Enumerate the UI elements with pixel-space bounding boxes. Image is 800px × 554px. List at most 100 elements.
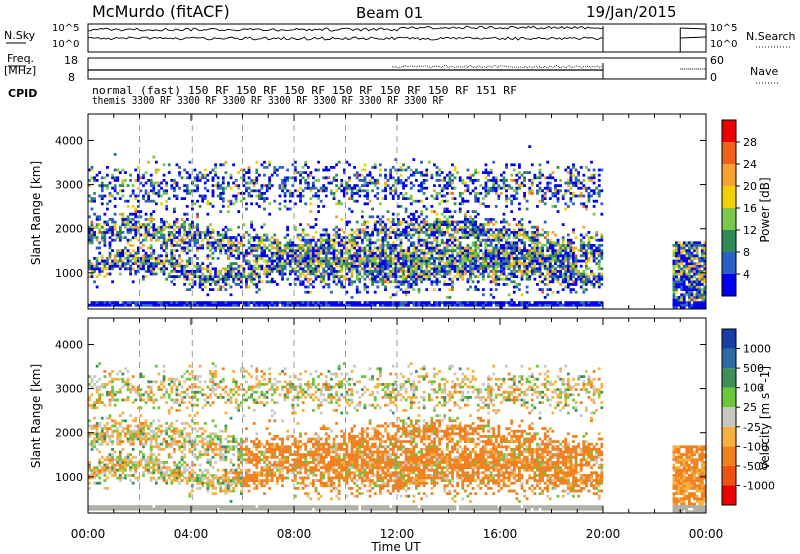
- heatmap-cell: [584, 233, 588, 237]
- heatmap-cell: [121, 184, 125, 187]
- heatmap-cell: [451, 181, 454, 185]
- heatmap-cell: [536, 189, 539, 193]
- heatmap-cell: [263, 244, 266, 247]
- heatmap-cell: [353, 192, 357, 195]
- heatmap-cell: [373, 251, 377, 255]
- heatmap-cell: [399, 275, 403, 278]
- heatmap-cell: [451, 288, 454, 291]
- heatmap-cell: [257, 303, 261, 307]
- heatmap-cell: [425, 246, 429, 250]
- heatmap-cell: [600, 275, 604, 278]
- heatmap-cell: [165, 205, 169, 208]
- heatmap-cell: [373, 275, 377, 278]
- heatmap-cell: [209, 301, 212, 304]
- heatmap-cell: [492, 238, 496, 242]
- heatmap-cell: [381, 262, 385, 265]
- heatmap-cell: [180, 246, 184, 250]
- heatmap-cell: [332, 244, 336, 247]
- heatmap-cell: [518, 257, 521, 260]
- heatmap-cell: [489, 262, 493, 265]
- heatmap-cell: [95, 238, 99, 242]
- heatmap-cell: [417, 171, 421, 174]
- heatmap-cell: [579, 249, 583, 252]
- heatmap-cell: [304, 257, 308, 260]
- heatmap-cell: [525, 275, 529, 278]
- heatmap-cell: [435, 272, 439, 276]
- heatmap-cell: [306, 290, 310, 294]
- heatmap-cell: [111, 301, 114, 304]
- heatmap-cell: [451, 264, 454, 268]
- heatmap-cell: [546, 186, 550, 190]
- heatmap-cell: [682, 306, 686, 310]
- heatmap-cell: [224, 303, 228, 307]
- heatmap-cell: [404, 249, 408, 252]
- heatmap-cell: [350, 264, 354, 268]
- heatmap-cell: [569, 192, 573, 195]
- heatmap-cell: [433, 163, 436, 167]
- heatmap-cell: [399, 283, 403, 286]
- heatmap-cell: [376, 249, 380, 252]
- heatmap-cell: [597, 246, 601, 250]
- heatmap-cell: [342, 171, 346, 174]
- heatmap-cell: [252, 277, 256, 281]
- heatmap-cell: [175, 301, 179, 304]
- heatmap-cell: [275, 303, 279, 307]
- heatmap-cell: [348, 233, 351, 237]
- heatmap-cell: [221, 277, 225, 281]
- heatmap-cell: [317, 160, 320, 164]
- heatmap-cell: [116, 192, 120, 195]
- heatmap-cell: [358, 194, 362, 198]
- heatmap-cell: [350, 197, 354, 200]
- heatmap-cell: [371, 272, 375, 276]
- heatmap-cell: [337, 270, 341, 273]
- heatmap-cell: [680, 262, 684, 265]
- heatmap-cell: [703, 293, 707, 297]
- heatmap-cell: [703, 267, 707, 271]
- heatmap-cell: [409, 173, 413, 177]
- heatmap-cell: [695, 267, 699, 271]
- heatmap-cell: [381, 254, 385, 258]
- heatmap-cell: [548, 197, 552, 200]
- heatmap-cell: [363, 264, 367, 268]
- heatmap-cell: [407, 166, 411, 169]
- heatmap-cell: [314, 301, 318, 304]
- heatmap-cell: [227, 301, 230, 304]
- heatmap-cell: [685, 267, 689, 271]
- heatmap-cell: [118, 236, 122, 239]
- heatmap-cell: [389, 280, 393, 284]
- heatmap-cell: [577, 249, 581, 252]
- heatmap-cell: [407, 257, 411, 260]
- heatmap-cell: [685, 301, 689, 304]
- heatmap-cell: [445, 218, 449, 221]
- heatmap-cell: [198, 236, 202, 239]
- heatmap-cell: [466, 210, 470, 213]
- heatmap-cell: [561, 241, 565, 245]
- heatmap-cell: [572, 303, 575, 307]
- heatmap-cell: [481, 272, 485, 276]
- heatmap-cell: [242, 168, 246, 172]
- heatmap-cell: [402, 197, 405, 200]
- heatmap-cell: [533, 257, 537, 260]
- heatmap-cell: [93, 303, 96, 307]
- heatmap-cell: [448, 236, 452, 239]
- heatmap-cell: [463, 270, 467, 273]
- heatmap-cell: [595, 303, 599, 307]
- heatmap-cell: [564, 259, 568, 263]
- heatmap-cell: [147, 197, 150, 200]
- heatmap-cell: [600, 238, 604, 242]
- heatmap-cell: [198, 264, 202, 268]
- heatmap-cell: [167, 197, 171, 200]
- heatmap-cell: [518, 259, 521, 263]
- heatmap-cell: [342, 264, 346, 268]
- heatmap-cell: [474, 303, 478, 307]
- heatmap-cell: [314, 231, 318, 234]
- heatmap-cell: [337, 244, 341, 247]
- heatmap-cell: [162, 189, 166, 193]
- heatmap-cell: [515, 259, 519, 263]
- colorbar-swatch: [722, 208, 736, 230]
- heatmap-cell: [474, 197, 478, 200]
- heatmap-cell: [474, 288, 478, 291]
- heatmap-cell: [149, 270, 153, 273]
- heatmap-cell: [165, 257, 169, 260]
- heatmap-cell: [443, 254, 447, 258]
